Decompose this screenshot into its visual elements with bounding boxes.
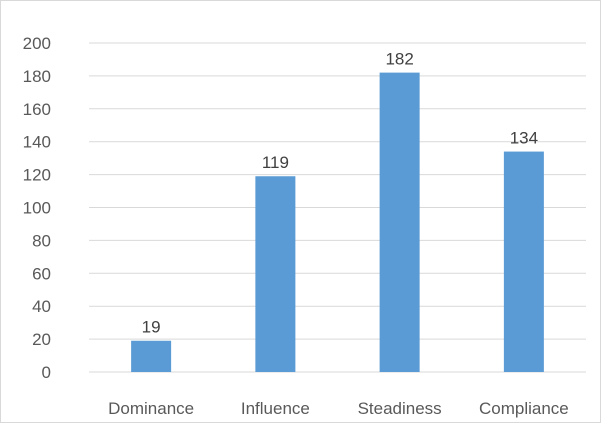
y-tick-label: 60 (32, 264, 51, 283)
y-tick-label: 100 (23, 199, 51, 218)
bar (503, 151, 544, 372)
y-tick-label: 20 (32, 330, 51, 349)
bar (379, 72, 420, 373)
y-tick-label: 160 (23, 100, 51, 119)
x-category-label: Dominance (108, 399, 194, 418)
y-axis-tick-labels: 0 20 40 60 80 100 120 140 160 180 200 (23, 34, 51, 382)
y-tick-label: 0 (42, 363, 51, 382)
y-tick-label: 80 (32, 231, 51, 250)
bars (131, 72, 544, 373)
y-tick-label: 200 (23, 34, 51, 53)
data-labels: 19 119 182 134 (142, 50, 538, 337)
bar (131, 340, 172, 372)
data-label: 119 (262, 153, 289, 172)
y-tick-label: 180 (23, 67, 51, 86)
x-category-label: Compliance (479, 399, 569, 418)
bar (255, 176, 296, 372)
data-label: 134 (510, 129, 538, 148)
x-axis-category-labels: Dominance Influence Steadiness Compliance (108, 399, 569, 418)
gridlines (89, 42, 586, 373)
data-label: 182 (385, 50, 413, 69)
x-category-label: Influence (241, 399, 310, 418)
y-tick-label: 40 (32, 297, 51, 316)
x-category-label: Steadiness (358, 399, 442, 418)
data-label: 19 (142, 318, 161, 337)
y-tick-label: 140 (23, 133, 51, 152)
y-tick-label: 120 (23, 166, 51, 185)
